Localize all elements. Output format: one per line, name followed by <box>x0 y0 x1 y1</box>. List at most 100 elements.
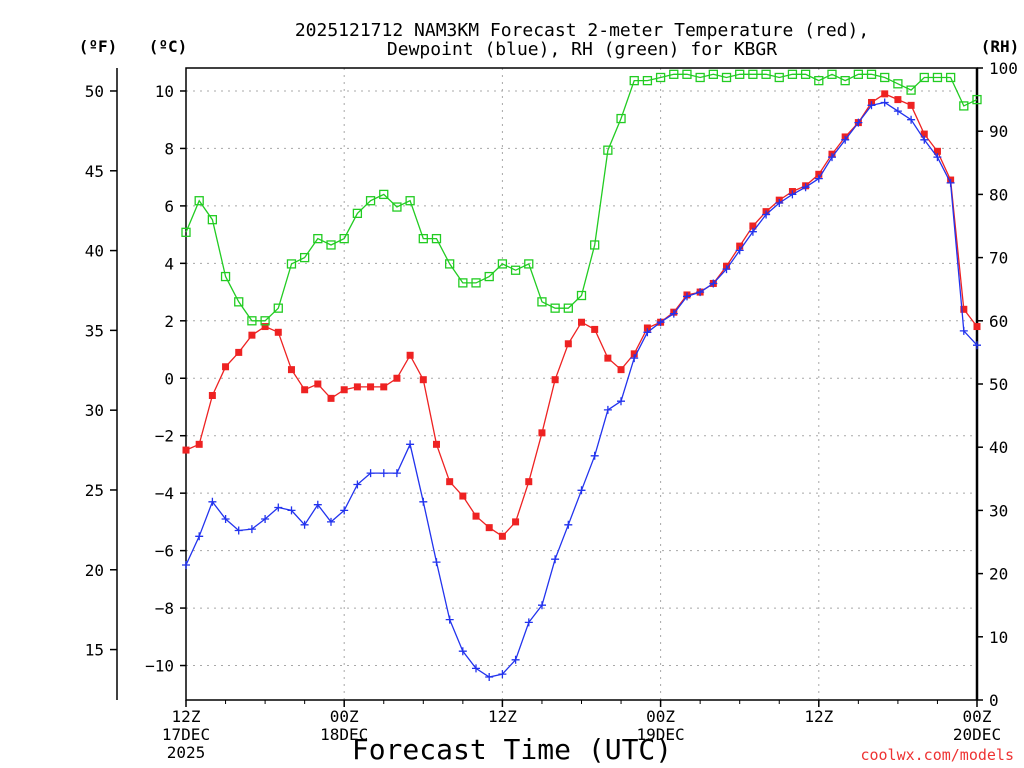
temperature-point <box>261 323 269 331</box>
celsius-tick-label: 10 <box>155 82 174 101</box>
rh-point <box>458 278 468 288</box>
temperature-point <box>274 328 282 336</box>
temperature-point <box>472 512 480 520</box>
rh-point <box>524 259 534 269</box>
rh-point <box>893 79 903 89</box>
temperature-point <box>736 242 744 250</box>
rh-point <box>537 297 547 307</box>
dewpoint-point <box>208 497 217 506</box>
time-tick-label: 17DEC <box>162 725 210 744</box>
rh-point <box>550 303 560 313</box>
celsius-tick-label: −4 <box>155 484 174 503</box>
rh-point <box>972 94 982 105</box>
rh-point <box>932 72 943 83</box>
dewpoint-point <box>419 497 428 506</box>
rh-point <box>853 69 863 79</box>
temperature-point <box>591 325 599 333</box>
rh-point <box>339 233 349 244</box>
dewpoint-point <box>709 279 718 288</box>
temperature-point <box>960 305 968 313</box>
rh-tick-label: 20 <box>989 565 1008 584</box>
fahrenheit-tick-label: 35 <box>85 321 104 340</box>
temperature-point <box>643 324 651 332</box>
rh-tick-label: 60 <box>989 312 1008 331</box>
dewpoint-point <box>880 98 889 107</box>
dewpoint-point <box>221 515 230 523</box>
rh-tick-label: 30 <box>989 501 1008 520</box>
temperature-point <box>485 524 493 532</box>
dewpoint-point <box>775 199 784 207</box>
rh-point <box>220 271 231 282</box>
rh-point <box>735 69 745 79</box>
dewpoint-point <box>551 555 560 564</box>
time-tick-label: 00Z <box>646 707 675 726</box>
rh-point <box>484 271 494 282</box>
dewpoint-point <box>946 178 955 187</box>
temperature-point <box>353 383 361 391</box>
temperature-point <box>907 101 915 109</box>
dewpoint-point <box>814 174 823 183</box>
dewpoint-point <box>920 135 929 144</box>
dewpoint-point <box>854 118 863 127</box>
celsius-tick-label: −2 <box>155 427 174 446</box>
time-tick-label: 2025 <box>167 743 206 762</box>
temperature-point <box>617 366 625 374</box>
rh-tick-label: 50 <box>989 375 1008 394</box>
dewpoint-point <box>669 309 678 318</box>
rh-point <box>721 72 732 83</box>
rh-point <box>945 72 956 83</box>
tick-labels: −10−8−6−4−202468101520253035404550010203… <box>85 59 1018 762</box>
rh-point <box>800 69 811 79</box>
chart-title-line1: 2025121712 NAM3KM Forecast 2-meter Tempe… <box>295 20 869 41</box>
time-tick-label: 19DEC <box>637 725 685 744</box>
rh-point <box>431 233 442 244</box>
credit-link[interactable]: coolwx.com/models <box>860 746 1014 764</box>
dewpoint-point <box>538 601 546 610</box>
dewpoint-point <box>893 107 902 116</box>
temperature-point <box>749 222 757 230</box>
rh-point <box>576 290 587 301</box>
dewpoint-point <box>801 183 810 192</box>
temperature-point <box>301 386 309 394</box>
temperature-point <box>432 440 440 448</box>
temperature-point <box>525 478 533 486</box>
rh-tick-label: 100 <box>989 59 1018 78</box>
fahrenheit-tick-label: 45 <box>85 162 104 181</box>
temperature-point <box>604 354 612 362</box>
temperature-point <box>920 130 928 138</box>
celsius-tick-label: 2 <box>164 312 174 331</box>
rh-point <box>866 69 877 79</box>
temperature-point <box>367 383 375 391</box>
dewpoint-point <box>762 210 771 219</box>
temperature-point <box>933 147 941 155</box>
gridlines <box>186 68 977 700</box>
rh-point <box>774 72 784 83</box>
temperature-point <box>446 478 454 486</box>
dewpoint-point <box>406 440 415 449</box>
rh-point <box>840 75 850 86</box>
dewpoint-point <box>353 480 362 489</box>
dewpoint-point <box>182 561 190 569</box>
dewpoint-point <box>458 647 467 656</box>
temperature-point <box>222 363 230 371</box>
rh-point <box>669 69 679 79</box>
dewpoint-point <box>603 405 612 414</box>
dewpoint-point <box>828 153 836 162</box>
dewpoint-point <box>748 227 757 236</box>
rh-point <box>919 72 929 83</box>
temperature-point <box>419 376 427 384</box>
celsius-tick-label: 6 <box>164 197 174 216</box>
dewpoint-point <box>261 515 270 523</box>
rh-point <box>260 316 270 326</box>
dewpoint-point <box>577 486 586 495</box>
dewpoint-point <box>511 655 520 664</box>
rh-point <box>207 215 218 225</box>
rh-point <box>405 196 415 206</box>
rh-point <box>880 72 890 83</box>
dewpoint-point <box>933 153 942 162</box>
temperature-point <box>393 374 401 382</box>
dewpoint-point <box>564 520 573 529</box>
rh-point <box>761 69 771 79</box>
temperature-point <box>512 518 520 526</box>
